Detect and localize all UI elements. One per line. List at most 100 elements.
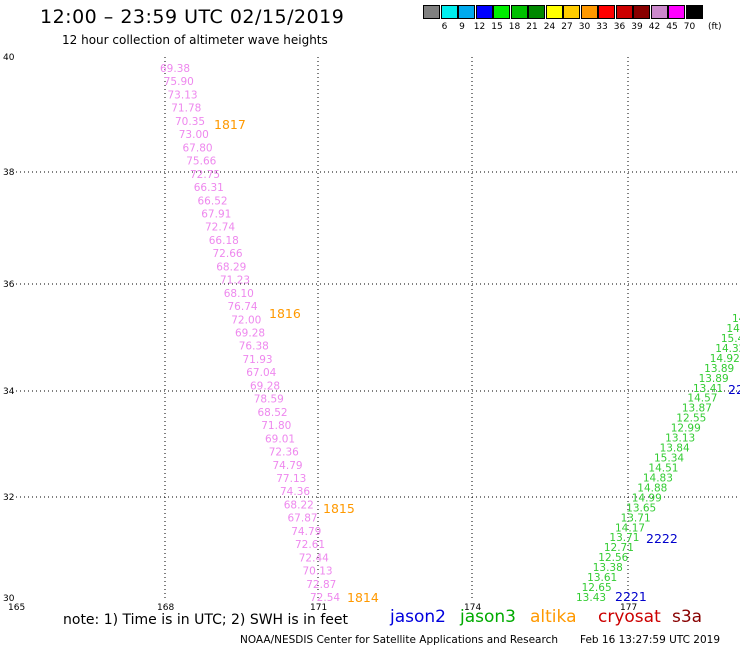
- wave-height-label: 75.66: [186, 156, 216, 168]
- color-scale-label: 21: [526, 22, 538, 32]
- wave-height-label: 72.61: [295, 539, 325, 551]
- color-scale-label: 33: [596, 22, 608, 32]
- latitude-label: 34: [3, 387, 15, 397]
- wave-height-label: 12.65: [582, 582, 612, 594]
- color-scale-label: 39: [631, 22, 643, 32]
- wave-height-label: 66.52: [198, 195, 228, 207]
- color-swatch: [475, 5, 493, 19]
- wave-height-label: 66.18: [209, 235, 239, 247]
- wave-height-label: 13.65: [626, 502, 656, 514]
- color-scale-unit: (ft): [708, 22, 722, 32]
- wave-height-label: 71.80: [261, 420, 291, 432]
- color-scale-label: 36: [613, 22, 626, 32]
- wave-height-label: 68.29: [216, 261, 246, 273]
- wave-height-label: 74.79: [291, 526, 321, 538]
- color-swatch: [615, 5, 633, 19]
- wave-height-label: 76.74: [228, 301, 258, 313]
- wave-height-label: 72.74: [205, 222, 235, 234]
- wave-height-label: 75.90: [164, 76, 194, 88]
- color-scale-label: 12: [473, 22, 486, 32]
- color-swatch: [685, 5, 703, 19]
- pass-time-label: 1816: [269, 306, 301, 321]
- wave-height-label: 14.3: [726, 323, 740, 335]
- color-scale-label: 24: [543, 22, 556, 32]
- wave-height-label: 71.93: [243, 354, 273, 366]
- pass-time-label: 1817: [214, 117, 246, 132]
- pass-time-label: 2221: [615, 589, 647, 604]
- wave-height-label: 13.71: [609, 532, 639, 544]
- wave-height-label: 15.34: [654, 453, 684, 465]
- wave-height-label: 14.92: [710, 353, 740, 365]
- longitude-label: 165: [8, 603, 25, 613]
- longitude-label: 177: [620, 603, 637, 613]
- legend-item-jason3: jason3: [460, 607, 516, 627]
- color-swatch: [598, 5, 615, 19]
- longitude-label: 174: [464, 603, 481, 613]
- wave-height-label: 13.71: [621, 512, 651, 524]
- wave-height-label: 14.32: [715, 343, 740, 355]
- wave-height-label: 13.89: [699, 373, 729, 385]
- wave-height-label: 12.56: [598, 552, 628, 564]
- color-scale-label: 70: [683, 22, 696, 32]
- color-swatch: [493, 5, 510, 19]
- generation-timestamp: Feb 16 13:27:59 UTC 2019: [580, 634, 720, 646]
- color-swatch: [528, 5, 545, 19]
- latitude-label: 40: [3, 53, 15, 63]
- wave-height-label: 71.23: [220, 275, 250, 287]
- wave-height-label: 72.00: [231, 314, 261, 326]
- legend-item-jason2: jason2: [390, 607, 446, 627]
- wave-height-label: 69.01: [265, 433, 295, 445]
- latitude-label: 36: [3, 280, 15, 290]
- wave-height-label: 15.40: [721, 333, 740, 345]
- wave-height-label: 78.59: [254, 394, 284, 406]
- latitude-label: 38: [3, 168, 15, 178]
- wave-height-label: 13.84: [660, 443, 690, 455]
- wave-height-label: 13.89: [704, 363, 734, 375]
- color-scale-label: 45: [666, 22, 678, 32]
- wave-height-label: 72.44: [299, 552, 329, 564]
- color-swatch: [650, 5, 668, 19]
- pass-time-label: 1814: [347, 590, 379, 605]
- wave-height-label: 72.87: [306, 579, 336, 591]
- color-scale-label: 42: [648, 22, 661, 32]
- wave-height-label: 67.80: [183, 142, 213, 154]
- color-scale-label: 15: [491, 22, 503, 32]
- latitude-label: 32: [3, 493, 14, 503]
- wave-height-label: 12.99: [671, 423, 701, 435]
- footer-note: note: 1) Time is in UTC; 2) SWH is in fe…: [63, 612, 349, 628]
- wave-height-label: 14.88: [637, 482, 667, 494]
- color-scale-label: 6: [441, 22, 448, 32]
- wave-height-label: 67.04: [246, 367, 276, 379]
- wave-height-label: 14.57: [687, 393, 717, 405]
- wave-height-label: 13.38: [593, 562, 623, 574]
- color-swatch: [440, 5, 458, 19]
- wave-height-label: 13.41: [693, 383, 723, 395]
- wave-height-label: 70.35: [175, 116, 205, 128]
- wave-height-label: 67.87: [288, 513, 318, 525]
- wave-height-label: 13.61: [587, 572, 617, 584]
- wave-height-label: 12.55: [676, 413, 706, 425]
- legend-item-altika: altika: [530, 607, 577, 627]
- wave-height-label: 74.79: [273, 460, 303, 472]
- wave-height-label: 69.38: [160, 63, 190, 75]
- wave-height-label: 13.87: [682, 403, 712, 415]
- wave-height-label: 13.13: [665, 433, 695, 445]
- color-scale-label: 30: [578, 22, 591, 32]
- wave-height-label: 68.10: [224, 288, 254, 300]
- longitude-label: 171: [310, 603, 327, 613]
- wave-height-label: 66.31: [194, 182, 224, 194]
- wave-height-label: 14.17: [615, 522, 645, 534]
- credit-line: NOAA/NESDIS Center for Satellite Applica…: [240, 634, 558, 646]
- wave-height-label: 69.28: [235, 328, 265, 340]
- legend-item-s3a: s3a: [672, 607, 703, 627]
- color-swatch: [423, 5, 440, 19]
- pass-time-label: 2222: [646, 531, 678, 546]
- color-scale-label: 18: [508, 22, 521, 32]
- color-swatch: [633, 5, 650, 19]
- wave-height-label: 73.13: [168, 89, 198, 101]
- pass-time-label: 22: [728, 382, 740, 397]
- wave-height-label: 14.83: [643, 472, 673, 484]
- color-scale-label: 27: [561, 22, 573, 32]
- wave-height-label: 13.43: [576, 592, 606, 604]
